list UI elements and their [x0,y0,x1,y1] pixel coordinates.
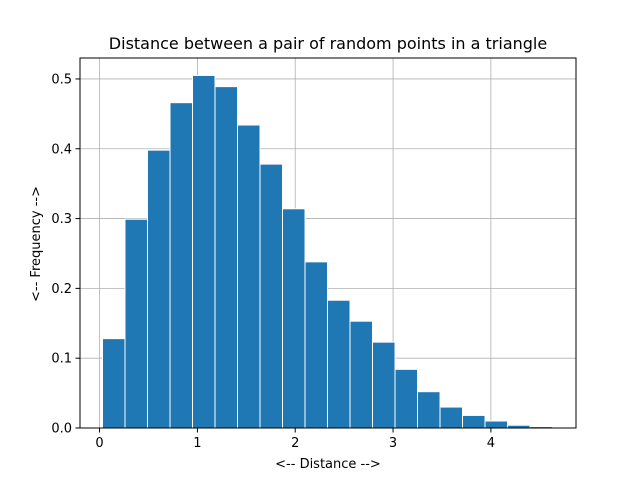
y-tick-label: 0.4 [51,142,72,157]
histogram-bar [192,74,216,429]
histogram-bar [484,420,509,429]
y-tick-label: 0.3 [51,212,72,227]
histogram-bar [394,368,419,429]
axis-ticks: 0 1 2 3 4 0.0 0.1 0.2 0.3 0.4 0.5 [51,72,495,451]
x-axis-label: <-- Distance --> [275,457,381,472]
histogram-bar [462,414,486,429]
x-tick-label: 3 [389,436,397,451]
x-tick-label: 4 [487,436,495,451]
histogram-bar [439,406,464,429]
y-axis-label: <-- Frequency --> [29,186,44,302]
chart-title: Distance between a pair of random points… [109,34,547,53]
histogram-bar [372,341,396,429]
histogram-bar [102,338,126,429]
x-tick-label: 2 [291,436,299,451]
histogram-bar [282,208,306,429]
y-tick-label: 0.1 [51,352,72,367]
histogram-bar [147,149,171,429]
histogram-bar [304,261,329,429]
plot-area-frame [79,57,577,429]
x-tick-label: 0 [95,436,103,451]
histogram-bar [349,320,374,429]
histogram-bar [327,299,351,429]
x-tick-label: 1 [193,436,201,451]
histogram-bar [417,391,441,429]
y-tick-label: 0.0 [51,422,72,437]
histogram-bar [214,86,239,429]
histogram-bar [169,102,194,429]
histogram-bar [124,218,149,429]
histogram-bar [259,163,284,429]
histogram-bar [237,124,261,429]
y-tick-label: 0.5 [51,72,72,87]
y-tick-label: 0.2 [51,282,72,297]
